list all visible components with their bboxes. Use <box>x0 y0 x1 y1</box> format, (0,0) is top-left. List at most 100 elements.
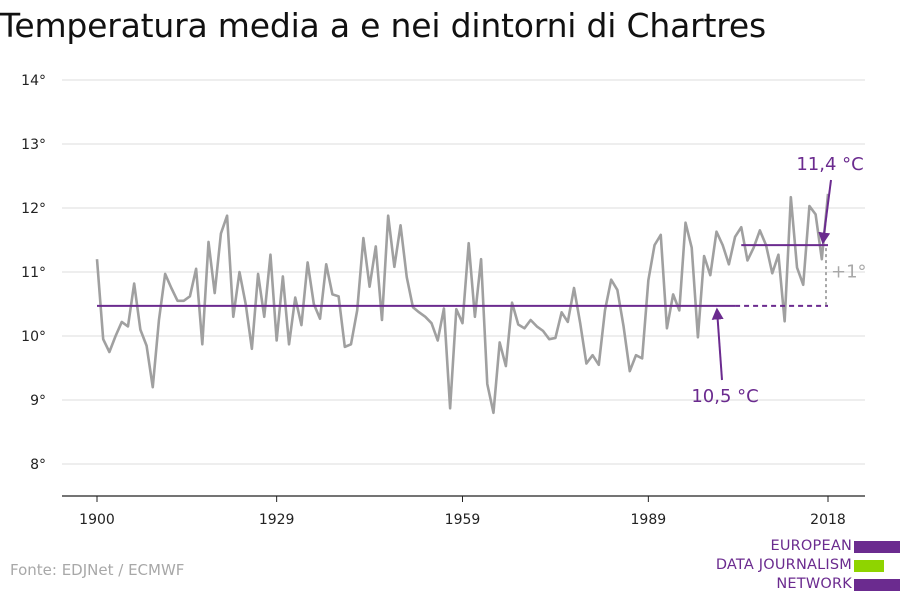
data-point <box>164 273 167 276</box>
data-point <box>436 339 439 342</box>
data-point <box>387 214 390 217</box>
data-point <box>585 362 588 365</box>
data-point <box>127 325 130 328</box>
x-tick-label: 1989 <box>631 512 667 528</box>
data-point <box>628 370 631 373</box>
data-point <box>641 357 644 360</box>
data-point <box>139 328 142 331</box>
data-point <box>313 303 316 306</box>
data-point <box>269 253 272 256</box>
data-point <box>678 309 681 312</box>
data-point <box>802 284 805 287</box>
data-point <box>709 274 712 277</box>
data-point <box>362 237 365 240</box>
data-point <box>759 229 762 232</box>
chart-title: Temperatura media a e nei dintorni di Ch… <box>0 6 766 45</box>
data-point <box>288 343 291 346</box>
data-point <box>232 316 235 319</box>
recent-arrow <box>818 179 832 245</box>
data-point <box>176 300 179 303</box>
data-point <box>474 316 477 319</box>
baseline-mean-label: 10,5 °C <box>691 386 758 407</box>
data-point <box>498 341 501 344</box>
y-tick-label: 14° <box>21 73 46 89</box>
data-point <box>523 327 526 330</box>
data-point <box>591 354 594 357</box>
data-point <box>424 316 427 319</box>
data-point <box>635 354 638 357</box>
data-point <box>244 303 247 306</box>
data-point <box>114 335 117 338</box>
data-point <box>610 278 613 281</box>
data-point <box>337 295 340 298</box>
data-point <box>567 321 570 324</box>
logo-line-2: DATA JOURNALISM <box>715 557 852 573</box>
temperature-series-line <box>95 193 830 415</box>
data-point <box>579 322 582 325</box>
data-point <box>783 320 786 323</box>
data-point <box>697 336 700 339</box>
data-point <box>740 226 743 229</box>
data-point <box>238 271 241 274</box>
data-point <box>666 327 669 330</box>
data-point <box>430 322 433 325</box>
data-point <box>721 244 724 247</box>
data-point <box>343 346 346 349</box>
x-tick-label: 2018 <box>810 512 846 528</box>
data-point <box>752 246 755 249</box>
data-point <box>647 279 650 282</box>
data-point <box>461 322 464 325</box>
data-point <box>170 287 173 290</box>
data-point <box>300 324 303 327</box>
data-point <box>536 325 539 328</box>
data-point <box>158 319 161 322</box>
data-point <box>690 246 693 249</box>
data-point <box>374 245 377 248</box>
data-point <box>746 259 749 262</box>
data-point <box>102 338 105 341</box>
x-tick-label: 1959 <box>445 512 481 528</box>
data-point <box>480 258 483 261</box>
data-point <box>182 300 185 303</box>
y-tick-label: 13° <box>21 137 46 153</box>
data-point <box>251 348 254 351</box>
source-note: Fonte: EDJNet / ECMWF <box>10 561 185 579</box>
data-point <box>325 263 328 266</box>
data-point <box>467 242 470 245</box>
data-point <box>220 232 223 235</box>
data-point <box>511 301 514 304</box>
data-point <box>597 364 600 367</box>
data-point <box>604 309 607 312</box>
data-point <box>213 292 216 295</box>
edjnet-logo: EUROPEAN DATA JOURNALISM NETWORK <box>708 538 900 596</box>
x-tick-label: 1900 <box>79 512 115 528</box>
data-point <box>120 321 123 324</box>
difference-label: +1° <box>831 262 867 283</box>
data-point <box>622 325 625 328</box>
data-point <box>207 241 210 244</box>
data-point <box>306 261 309 264</box>
data-point <box>96 258 99 261</box>
data-point <box>821 258 824 261</box>
data-point <box>381 319 384 322</box>
data-point <box>790 196 793 199</box>
data-point <box>808 205 811 208</box>
logo-bar-green <box>854 560 884 572</box>
data-point <box>257 273 260 276</box>
data-point <box>672 293 675 296</box>
data-point <box>777 253 780 256</box>
data-point <box>356 309 359 312</box>
data-point <box>814 213 817 216</box>
logo-bar-purple-top <box>854 541 900 553</box>
recent-mean-label: 11,4 °C <box>796 154 863 175</box>
y-tick-label: 10° <box>21 329 46 345</box>
data-point <box>703 255 706 258</box>
data-point <box>715 230 718 233</box>
y-tick-label: 11° <box>21 265 46 281</box>
logo-bar-purple-bottom <box>854 579 900 591</box>
data-point <box>728 263 731 266</box>
y-tick-label: 9° <box>30 393 46 409</box>
logo-line-1: EUROPEAN <box>770 538 852 554</box>
data-point <box>573 287 576 290</box>
